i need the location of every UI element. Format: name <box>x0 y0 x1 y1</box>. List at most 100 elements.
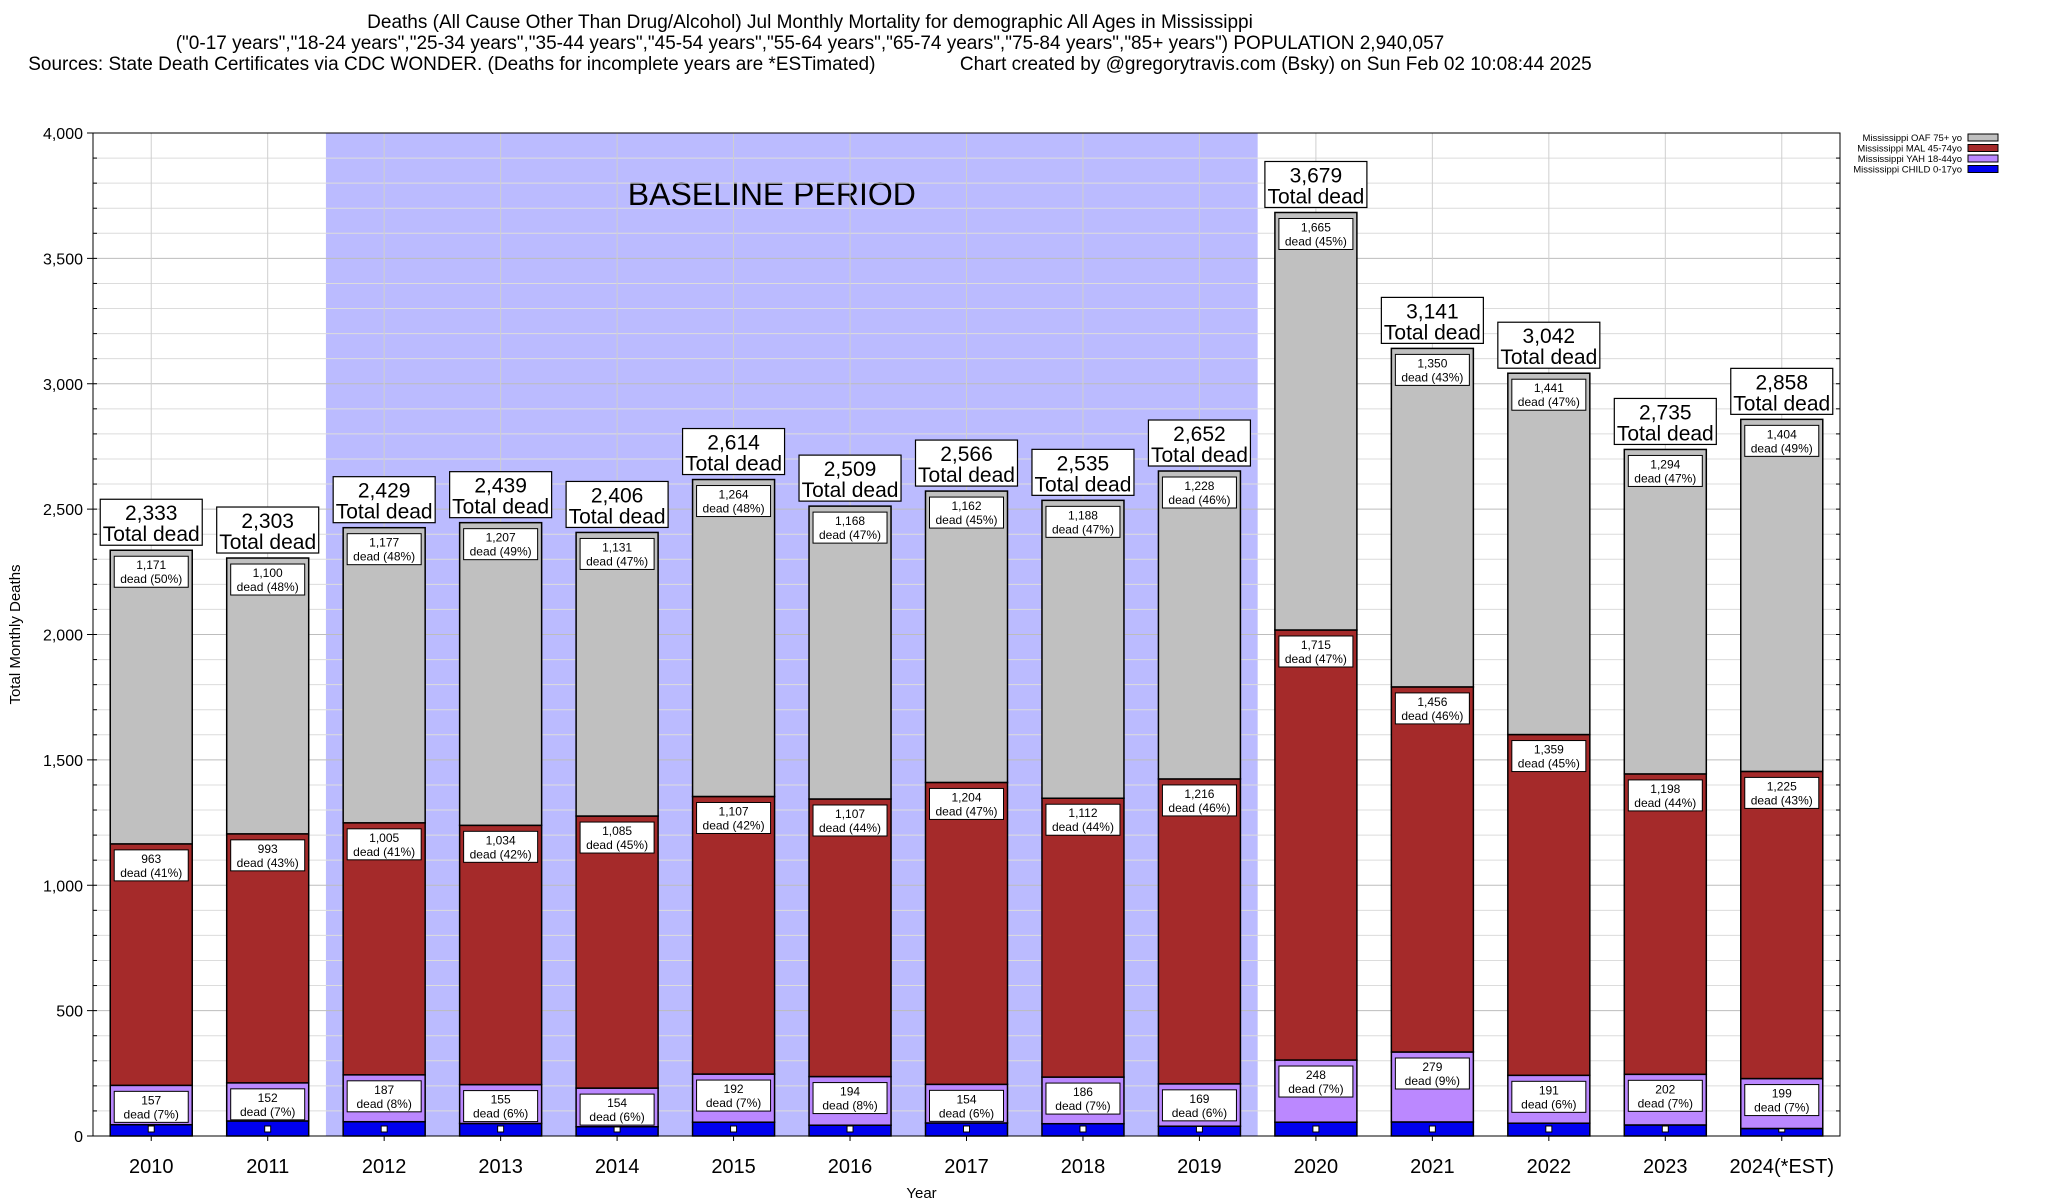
segment-percent-label: dead (47%) <box>1285 652 1347 666</box>
segment-value-label: 1,207 <box>486 531 516 545</box>
segment-label-box <box>1161 784 1237 817</box>
bar-segment <box>808 798 892 1078</box>
segment-percent-label: dead (8%) <box>356 1097 411 1111</box>
segment-label-box <box>579 821 655 854</box>
segment-value-label: 1,456 <box>1417 695 1447 709</box>
title-line-3: Sources: State Death Certificates via CD… <box>0 54 1620 75</box>
segment-percent-label: dead (7%) <box>124 1107 179 1121</box>
segment-value-label: 199 <box>1772 1087 1792 1101</box>
bar-segment <box>1157 470 1242 780</box>
total-label-box <box>681 427 786 476</box>
segment-label-box <box>1278 1065 1354 1098</box>
segment-label-box <box>113 555 189 588</box>
segment-label-box <box>463 528 539 561</box>
legend-label: Mississippi OAF 75+ yo <box>1862 133 1962 144</box>
segment-value-label: 194 <box>840 1085 860 1099</box>
segment-value-label: 1,350 <box>1417 356 1447 370</box>
segment-label-box <box>1161 1089 1237 1122</box>
total-label-box <box>216 506 320 554</box>
baseline-period-label: BASELINE PERIOD <box>628 176 916 212</box>
total-value-label: 2,735 <box>1639 401 1692 424</box>
x-tick-label: 2021 <box>1410 1156 1455 1178</box>
bar-segment <box>1390 686 1475 1053</box>
bar-segment <box>1041 499 1125 799</box>
segment-percent-label: dead (9%) <box>1405 1074 1460 1088</box>
total-value-label: 2,858 <box>1755 371 1808 394</box>
segment-label-box <box>1744 1084 1820 1117</box>
x-tick-label: 2017 <box>944 1156 989 1178</box>
segment-value-label: 1,112 <box>1068 806 1097 820</box>
total-suffix-label: Total dead <box>452 496 549 519</box>
legend-label: Mississippi CHILD 0-17yo <box>1853 165 1962 176</box>
segment-value-label: 1,228 <box>1184 479 1214 493</box>
total-suffix-label: Total dead <box>1733 392 1830 415</box>
segment-percent-label: dead (47%) <box>1518 395 1580 409</box>
segment-percent-label: dead (6%) <box>1521 1097 1576 1111</box>
bar-segment <box>1274 629 1358 1061</box>
segment-percent-label: dead (43%) <box>1751 793 1813 807</box>
segment-percent-label: dead (7%) <box>1754 1101 1809 1115</box>
x-tick-label: 2012 <box>362 1156 407 1178</box>
bar-segment <box>1274 211 1358 631</box>
segment-percent-label: dead (7%) <box>240 1105 295 1119</box>
total-value-label: 3,042 <box>1523 325 1576 348</box>
segment-percent-label: dead (42%) <box>703 818 765 832</box>
total-value-label: 2,652 <box>1173 423 1226 446</box>
segment-value-label: 1,264 <box>719 488 749 502</box>
segment-percent-label: dead (50%) <box>120 572 182 586</box>
total-label-box <box>1031 448 1135 496</box>
chart-title: Deaths (All Cause Other Than Drug/Alcoho… <box>0 12 1620 75</box>
child-marker <box>1079 1125 1087 1133</box>
segment-label-box <box>1627 779 1703 812</box>
bar-segment <box>1041 797 1125 1078</box>
total-label-box <box>1264 160 1368 209</box>
segment-value-label: 1,359 <box>1534 743 1564 757</box>
child-marker <box>147 1125 155 1133</box>
y-axis-title: Total Monthly Deaths <box>7 564 24 704</box>
x-tick-label: 2023 <box>1643 1156 1688 1178</box>
segment-value-label: 1,177 <box>369 536 399 550</box>
total-suffix-label: Total dead <box>1035 473 1132 496</box>
segment-percent-label: dead (6%) <box>1172 1106 1227 1120</box>
total-value-label: 2,429 <box>358 480 411 503</box>
child-marker <box>846 1125 854 1133</box>
segment-value-label: 1,294 <box>1650 457 1680 471</box>
x-tick-label: 2024(*EST) <box>1730 1156 1835 1178</box>
bar-segment <box>225 557 310 835</box>
bar-segment <box>924 490 1009 784</box>
bar-segment <box>1623 773 1708 1076</box>
x-tick-label: 2019 <box>1177 1156 1222 1178</box>
segment-value-label: 1,005 <box>369 831 399 845</box>
segment-percent-label: dead (6%) <box>589 1110 644 1124</box>
child-marker <box>497 1125 505 1133</box>
x-tick-label: 2016 <box>828 1156 873 1178</box>
segment-percent-label: dead (45%) <box>1518 757 1580 771</box>
segment-value-label: 192 <box>724 1082 744 1096</box>
legend-swatch <box>1967 144 1999 152</box>
segment-label-box <box>696 801 772 834</box>
segment-value-label: 1,225 <box>1767 779 1797 793</box>
x-axis-title: Year <box>906 1185 936 1200</box>
total-value-label: 2,566 <box>940 443 993 466</box>
segment-value-label: 202 <box>1655 1082 1675 1096</box>
segment-percent-label: dead (7%) <box>1055 1099 1110 1113</box>
segment-label-box <box>929 496 1004 529</box>
child-marker <box>1428 1125 1436 1133</box>
segment-percent-label: dead (7%) <box>1288 1082 1343 1096</box>
total-value-label: 2,406 <box>591 484 644 507</box>
segment-label-box <box>812 1082 888 1115</box>
segment-label-box <box>230 1088 306 1121</box>
total-suffix-label: Total dead <box>1151 444 1248 467</box>
x-tick-label: 2014 <box>595 1156 640 1178</box>
segment-value-label: 157 <box>141 1093 161 1107</box>
segment-percent-label: dead (47%) <box>586 554 648 568</box>
segment-value-label: 1,204 <box>951 790 981 804</box>
segment-label-box <box>929 1089 1004 1122</box>
segment-label-box <box>113 1090 189 1123</box>
segment-label-box <box>579 537 655 570</box>
total-label-box <box>1613 397 1717 446</box>
segment-value-label: 169 <box>1189 1092 1209 1106</box>
child-marker <box>730 1125 738 1133</box>
segment-percent-label: dead (42%) <box>470 847 532 861</box>
